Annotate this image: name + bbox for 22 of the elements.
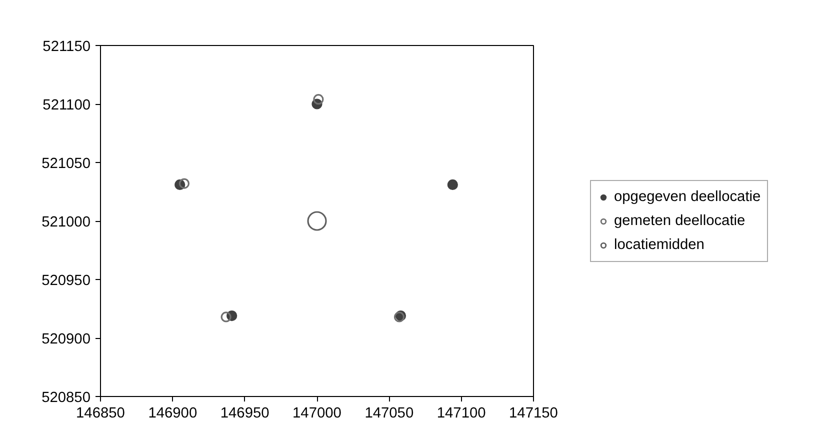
x-tick-label: 146950	[220, 406, 270, 422]
x-tick-label: 147050	[364, 406, 414, 422]
legend-label: locatiemidden	[614, 236, 704, 252]
legend-label: gemeten deellocatie	[614, 212, 746, 228]
y-tick-label: 521100	[42, 98, 91, 114]
y-tick-label: 520850	[42, 390, 91, 406]
point	[220, 312, 232, 322]
y-tick-label: 521000	[42, 214, 91, 230]
legend-label: opgegeven deellocatie	[614, 188, 761, 204]
x-tick-label: 147000	[292, 406, 342, 422]
point	[447, 179, 458, 190]
point	[178, 178, 190, 189]
point	[307, 211, 327, 231]
y-tick-label: 521150	[42, 39, 91, 55]
y-tick-label: 521050	[42, 156, 91, 172]
x-tick-label: 147100	[436, 406, 486, 422]
x-tick-label: 147150	[509, 406, 558, 422]
y-tick-label: 520950	[42, 273, 91, 289]
x-tick-label: 146900	[148, 406, 198, 422]
point	[313, 94, 324, 105]
x-tick-label: 146850	[76, 406, 125, 422]
y-tick-label: 520900	[42, 332, 91, 348]
